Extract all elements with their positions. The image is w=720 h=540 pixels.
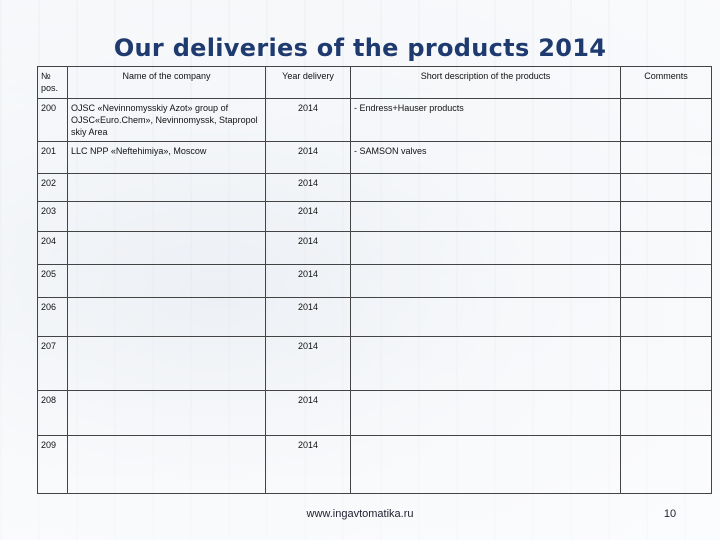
- deliveries-table: № pos. Name of the company Year delivery…: [37, 66, 712, 494]
- row-comments: [620, 435, 712, 494]
- header-comments: Comments: [620, 66, 712, 99]
- row-description: [350, 336, 621, 391]
- slide-title: Our deliveries of the products 2014: [113, 34, 607, 62]
- row-company: [67, 435, 266, 494]
- row-year: 2014: [265, 336, 351, 391]
- row-comments: [620, 297, 712, 337]
- row-description: [350, 297, 621, 337]
- row-pos: 203: [37, 201, 68, 232]
- table-row: 205 2014: [37, 264, 712, 298]
- header-pos: № pos.: [37, 66, 68, 99]
- row-year: 2014: [265, 264, 351, 298]
- row-description: - Endress+Hauser products: [350, 98, 621, 142]
- row-description: [350, 264, 621, 298]
- table-row: 206 2014: [37, 297, 712, 337]
- row-year: 2014: [265, 390, 351, 436]
- footer-website-link[interactable]: www.ingavtomatika.ru: [306, 508, 414, 520]
- table-row: 207 2014: [37, 336, 712, 391]
- row-description: [350, 173, 621, 202]
- row-year: 2014: [265, 141, 351, 174]
- row-description: [350, 231, 621, 265]
- row-year: 2014: [265, 201, 351, 232]
- page-number: 10: [663, 508, 677, 520]
- row-company: [67, 264, 266, 298]
- table-row: 204 2014: [37, 231, 712, 265]
- row-comments: [620, 264, 712, 298]
- row-company: [67, 231, 266, 265]
- row-description: - SAMSON valves: [350, 141, 621, 174]
- row-comments: [620, 231, 712, 265]
- table-row: 208 2014: [37, 390, 712, 436]
- row-company: [67, 336, 266, 391]
- row-year: 2014: [265, 297, 351, 337]
- header-year: Year delivery: [265, 66, 351, 99]
- row-description: [350, 201, 621, 232]
- row-comments: [620, 98, 712, 142]
- table-row: 200 OJSC «Nevinnomysskiy Azot» group of …: [37, 98, 712, 142]
- row-pos: 205: [37, 264, 68, 298]
- row-year: 2014: [265, 98, 351, 142]
- header-description: Short description of the products: [350, 66, 621, 99]
- table-row: 209 2014: [37, 435, 712, 494]
- row-year: 2014: [265, 173, 351, 202]
- row-comments: [620, 141, 712, 174]
- row-pos: 201: [37, 141, 68, 174]
- row-company: [67, 297, 266, 337]
- table-row: 203 2014: [37, 201, 712, 232]
- row-pos: 208: [37, 390, 68, 436]
- table-row: 202 2014: [37, 173, 712, 202]
- row-comments: [620, 173, 712, 202]
- row-pos: 207: [37, 336, 68, 391]
- row-company: [67, 173, 266, 202]
- row-comments: [620, 336, 712, 391]
- row-year: 2014: [265, 435, 351, 494]
- row-pos: 206: [37, 297, 68, 337]
- row-pos: 204: [37, 231, 68, 265]
- header-company: Name of the company: [67, 66, 266, 99]
- row-company: [67, 201, 266, 232]
- row-description: [350, 435, 621, 494]
- row-company: [67, 390, 266, 436]
- row-year: 2014: [265, 231, 351, 265]
- row-pos: 200: [37, 98, 68, 142]
- row-pos: 209: [37, 435, 68, 494]
- row-comments: [620, 390, 712, 436]
- row-description: [350, 390, 621, 436]
- row-company: LLC NPP «Neftehimiya», Moscow: [67, 141, 266, 174]
- row-company: OJSC «Nevinnomysskiy Azot» group of OJSC…: [67, 98, 266, 142]
- row-pos: 202: [37, 173, 68, 202]
- row-comments: [620, 201, 712, 232]
- table-header-row: № pos. Name of the company Year delivery…: [37, 66, 712, 99]
- table-row: 201 LLC NPP «Neftehimiya», Moscow 2014 -…: [37, 141, 712, 174]
